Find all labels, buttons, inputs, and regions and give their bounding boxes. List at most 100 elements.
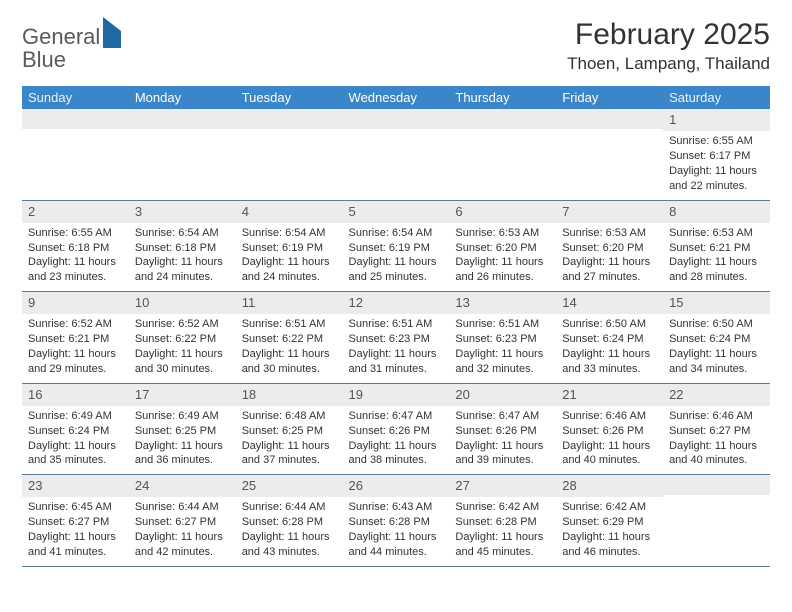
sunrise-line: Sunrise: 6:45 AM — [28, 500, 123, 515]
sunset-line: Sunset: 6:27 PM — [135, 515, 230, 530]
day-number: 11 — [236, 292, 343, 314]
day-cell — [236, 109, 343, 200]
day-number: 5 — [343, 201, 450, 223]
daylight-line: Daylight: 11 hours and 35 minutes. — [28, 439, 123, 469]
day-cell: 5Sunrise: 6:54 AMSunset: 6:19 PMDaylight… — [343, 200, 450, 292]
sunrise-line: Sunrise: 6:51 AM — [349, 317, 444, 332]
daylight-line: Daylight: 11 hours and 43 minutes. — [242, 530, 337, 560]
sunset-line: Sunset: 6:27 PM — [669, 424, 764, 439]
sunrise-line: Sunrise: 6:51 AM — [455, 317, 550, 332]
day-details: Sunrise: 6:54 AMSunset: 6:18 PMDaylight:… — [129, 223, 236, 291]
sunrise-line: Sunrise: 6:49 AM — [28, 409, 123, 424]
day-number: 7 — [556, 201, 663, 223]
day-details: Sunrise: 6:52 AMSunset: 6:21 PMDaylight:… — [22, 314, 129, 382]
day-details — [449, 129, 556, 187]
brand-word2: Blue — [22, 47, 66, 72]
day-number: 14 — [556, 292, 663, 314]
daylight-line: Daylight: 11 hours and 46 minutes. — [562, 530, 657, 560]
day-cell: 26Sunrise: 6:43 AMSunset: 6:28 PMDayligh… — [343, 475, 450, 567]
day-cell: 12Sunrise: 6:51 AMSunset: 6:23 PMDayligh… — [343, 292, 450, 384]
sunrise-line: Sunrise: 6:54 AM — [135, 226, 230, 241]
daylight-line: Daylight: 11 hours and 23 minutes. — [28, 255, 123, 285]
sunrise-line: Sunrise: 6:47 AM — [349, 409, 444, 424]
sunset-line: Sunset: 6:26 PM — [349, 424, 444, 439]
sunrise-line: Sunrise: 6:55 AM — [669, 134, 764, 149]
day-cell: 11Sunrise: 6:51 AMSunset: 6:22 PMDayligh… — [236, 292, 343, 384]
day-details — [556, 129, 663, 187]
daylight-line: Daylight: 11 hours and 25 minutes. — [349, 255, 444, 285]
day-details: Sunrise: 6:53 AMSunset: 6:21 PMDaylight:… — [663, 223, 770, 291]
daylight-line: Daylight: 11 hours and 40 minutes. — [562, 439, 657, 469]
daylight-line: Daylight: 11 hours and 27 minutes. — [562, 255, 657, 285]
day-number — [449, 109, 556, 129]
day-details: Sunrise: 6:54 AMSunset: 6:19 PMDaylight:… — [343, 223, 450, 291]
sail-icon — [103, 17, 121, 48]
daylight-line: Daylight: 11 hours and 34 minutes. — [669, 347, 764, 377]
day-cell — [343, 109, 450, 200]
sunset-line: Sunset: 6:18 PM — [28, 241, 123, 256]
title-block: February 2025 Thoen, Lampang, Thailand — [567, 18, 770, 80]
daylight-line: Daylight: 11 hours and 45 minutes. — [455, 530, 550, 560]
sunrise-line: Sunrise: 6:47 AM — [455, 409, 550, 424]
sunrise-line: Sunrise: 6:54 AM — [349, 226, 444, 241]
sunrise-line: Sunrise: 6:52 AM — [135, 317, 230, 332]
day-details: Sunrise: 6:50 AMSunset: 6:24 PMDaylight:… — [663, 314, 770, 382]
day-header: Thursday — [449, 86, 556, 109]
day-number: 26 — [343, 475, 450, 497]
sunrise-line: Sunrise: 6:52 AM — [28, 317, 123, 332]
sunset-line: Sunset: 6:24 PM — [562, 332, 657, 347]
day-details: Sunrise: 6:49 AMSunset: 6:24 PMDaylight:… — [22, 406, 129, 474]
sunset-line: Sunset: 6:28 PM — [455, 515, 550, 530]
daylight-line: Daylight: 11 hours and 30 minutes. — [242, 347, 337, 377]
day-header: Saturday — [663, 86, 770, 109]
daylight-line: Daylight: 11 hours and 33 minutes. — [562, 347, 657, 377]
daylight-line: Daylight: 11 hours and 24 minutes. — [242, 255, 337, 285]
sunset-line: Sunset: 6:19 PM — [242, 241, 337, 256]
day-header-row: SundayMondayTuesdayWednesdayThursdayFrid… — [22, 86, 770, 109]
day-details: Sunrise: 6:49 AMSunset: 6:25 PMDaylight:… — [129, 406, 236, 474]
daylight-line: Daylight: 11 hours and 26 minutes. — [455, 255, 550, 285]
day-number — [343, 109, 450, 129]
sunset-line: Sunset: 6:28 PM — [349, 515, 444, 530]
day-cell: 2Sunrise: 6:55 AMSunset: 6:18 PMDaylight… — [22, 200, 129, 292]
day-number: 22 — [663, 384, 770, 406]
daylight-line: Daylight: 11 hours and 32 minutes. — [455, 347, 550, 377]
sunrise-line: Sunrise: 6:48 AM — [242, 409, 337, 424]
day-cell: 9Sunrise: 6:52 AMSunset: 6:21 PMDaylight… — [22, 292, 129, 384]
sunset-line: Sunset: 6:26 PM — [455, 424, 550, 439]
sunset-line: Sunset: 6:26 PM — [562, 424, 657, 439]
day-number: 17 — [129, 384, 236, 406]
day-number — [236, 109, 343, 129]
day-number: 3 — [129, 201, 236, 223]
day-number: 20 — [449, 384, 556, 406]
day-details: Sunrise: 6:55 AMSunset: 6:18 PMDaylight:… — [22, 223, 129, 291]
sunrise-line: Sunrise: 6:42 AM — [455, 500, 550, 515]
day-cell: 3Sunrise: 6:54 AMSunset: 6:18 PMDaylight… — [129, 200, 236, 292]
day-number: 18 — [236, 384, 343, 406]
day-header: Monday — [129, 86, 236, 109]
day-cell: 22Sunrise: 6:46 AMSunset: 6:27 PMDayligh… — [663, 383, 770, 475]
sunrise-line: Sunrise: 6:43 AM — [349, 500, 444, 515]
sunset-line: Sunset: 6:20 PM — [455, 241, 550, 256]
day-cell: 20Sunrise: 6:47 AMSunset: 6:26 PMDayligh… — [449, 383, 556, 475]
day-number: 19 — [343, 384, 450, 406]
day-cell: 27Sunrise: 6:42 AMSunset: 6:28 PMDayligh… — [449, 475, 556, 567]
week-row: 1Sunrise: 6:55 AMSunset: 6:17 PMDaylight… — [22, 109, 770, 200]
brand-word1: General — [22, 24, 100, 49]
day-number — [663, 475, 770, 495]
sunset-line: Sunset: 6:25 PM — [135, 424, 230, 439]
day-cell: 15Sunrise: 6:50 AMSunset: 6:24 PMDayligh… — [663, 292, 770, 384]
brand-logo: General Blue — [22, 18, 121, 72]
daylight-line: Daylight: 11 hours and 29 minutes. — [28, 347, 123, 377]
day-details: Sunrise: 6:51 AMSunset: 6:23 PMDaylight:… — [449, 314, 556, 382]
sunset-line: Sunset: 6:24 PM — [28, 424, 123, 439]
day-details: Sunrise: 6:42 AMSunset: 6:29 PMDaylight:… — [556, 497, 663, 565]
day-cell: 25Sunrise: 6:44 AMSunset: 6:28 PMDayligh… — [236, 475, 343, 567]
day-cell — [663, 475, 770, 567]
day-details: Sunrise: 6:42 AMSunset: 6:28 PMDaylight:… — [449, 497, 556, 565]
day-number: 9 — [22, 292, 129, 314]
week-row: 9Sunrise: 6:52 AMSunset: 6:21 PMDaylight… — [22, 292, 770, 384]
day-details: Sunrise: 6:46 AMSunset: 6:27 PMDaylight:… — [663, 406, 770, 474]
daylight-line: Daylight: 11 hours and 31 minutes. — [349, 347, 444, 377]
day-number: 8 — [663, 201, 770, 223]
